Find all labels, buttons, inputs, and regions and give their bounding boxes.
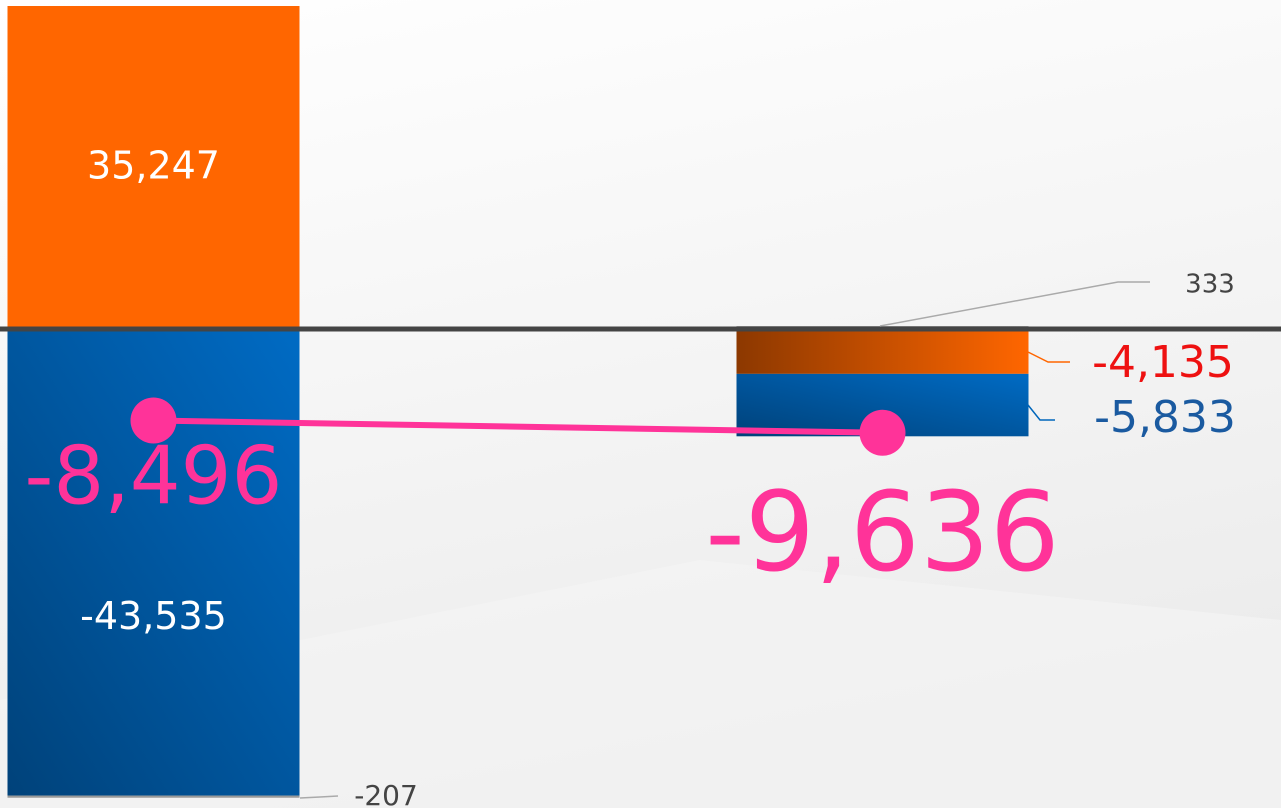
line-point	[130, 397, 177, 444]
bars	[7, 6, 1029, 798]
leader-line	[1027, 351, 1070, 363]
value-label: -5,833	[1094, 392, 1236, 443]
leader-line	[879, 281, 1150, 327]
line-value-label: -9,636	[705, 468, 1060, 596]
bar-segment	[736, 329, 1029, 374]
value-label: -4,135	[1092, 337, 1234, 388]
bar-segment	[7, 795, 300, 798]
overlay: 35,247 -4,135 -43,535 -5,833 -207 333 -8,496 -9…	[25, 143, 1236, 808]
bar-segment	[7, 6, 300, 330]
leader-line	[1027, 404, 1055, 421]
value-label: -43,535	[80, 594, 227, 638]
value-label: -207	[354, 779, 418, 808]
line-point	[859, 409, 906, 456]
line-value-label: -8,496	[25, 430, 283, 523]
line	[153, 417, 883, 436]
background-shape	[0, 560, 1281, 808]
value-label: 35,247	[87, 143, 220, 187]
value-label: 333	[1185, 270, 1235, 300]
leader-line	[299, 795, 339, 799]
